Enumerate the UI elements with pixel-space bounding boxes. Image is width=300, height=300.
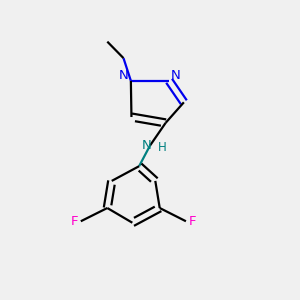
- Text: N: N: [171, 69, 181, 82]
- Text: N: N: [118, 69, 128, 82]
- Text: F: F: [70, 215, 78, 228]
- Text: N: N: [142, 139, 152, 152]
- Text: H: H: [158, 141, 167, 154]
- Text: F: F: [189, 215, 196, 228]
